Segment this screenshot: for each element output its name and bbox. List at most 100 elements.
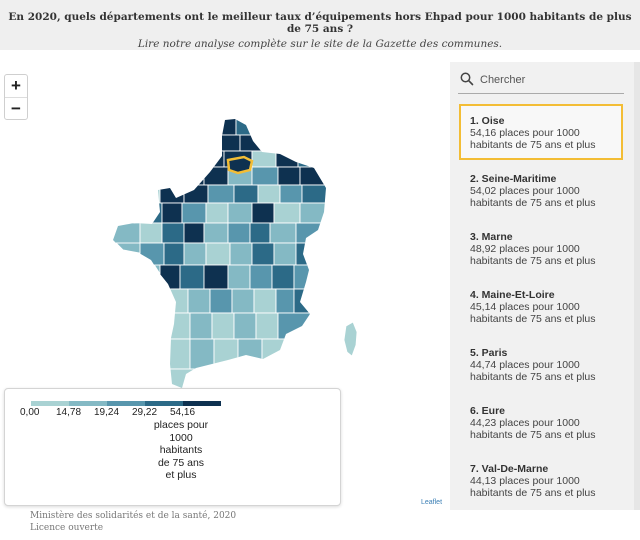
dept-cell[interactable] xyxy=(235,117,257,136)
dept-cell[interactable] xyxy=(179,264,205,290)
ranking-item[interactable]: 4. Maine-Et-Loire 45,14 places pour 1000… xyxy=(459,278,623,334)
ranking-item-value: 45,14 places pour 1000 habitants de 75 a… xyxy=(470,301,596,325)
dept-cell[interactable] xyxy=(159,184,185,204)
dept-cell[interactable] xyxy=(227,202,253,224)
dept-cell[interactable] xyxy=(227,222,251,244)
dept-cell[interactable] xyxy=(275,150,299,168)
dept-cell[interactable] xyxy=(275,288,295,314)
dept-cell[interactable] xyxy=(161,202,183,224)
dept-cell[interactable] xyxy=(251,242,275,266)
dept-cell[interactable] xyxy=(135,184,161,204)
dept-cell[interactable] xyxy=(253,288,277,314)
dept-cell[interactable] xyxy=(279,184,303,204)
dept-cell[interactable] xyxy=(205,242,231,266)
dept-cell[interactable] xyxy=(271,264,295,290)
ranking-item[interactable]: 6. Eure 44,23 places pour 1000 habitants… xyxy=(459,394,623,450)
dept-cell[interactable] xyxy=(295,222,326,244)
dept-cell[interactable] xyxy=(233,312,257,340)
ranking-item-name: 2. Seine-Maritime xyxy=(470,173,557,185)
dept-cell[interactable] xyxy=(165,312,191,340)
dept-cell[interactable] xyxy=(207,184,235,204)
dept-cell[interactable] xyxy=(251,166,279,186)
ranking-item-value: 48,92 places pour 1000 habitants de 75 a… xyxy=(470,243,596,267)
dept-cell[interactable] xyxy=(165,288,189,314)
ranking-item-name: 7. Val-De-Marne xyxy=(470,463,549,475)
zoom-out-button[interactable]: − xyxy=(5,97,27,119)
dept-cell[interactable] xyxy=(183,242,207,266)
dept-cell[interactable] xyxy=(249,264,273,290)
ranking-item-value: 54,02 places pour 1000 habitants de 75 a… xyxy=(470,185,596,209)
dept-cell[interactable] xyxy=(159,264,181,290)
dept-cell[interactable] xyxy=(203,222,229,244)
legend-unit-label: places pour 1000 habitants de 75 ans et … xyxy=(153,419,209,481)
dept-cell[interactable] xyxy=(295,242,326,266)
dept-cell[interactable] xyxy=(293,288,315,314)
ranking-sidebar[interactable]: 1. Oise 54,16 places pour 1000 habitants… xyxy=(450,62,640,510)
dept-cell[interactable] xyxy=(251,150,277,168)
dept-cell[interactable] xyxy=(249,222,271,244)
dept-cell[interactable] xyxy=(219,134,241,152)
dept-cell[interactable] xyxy=(163,242,185,266)
corsica[interactable] xyxy=(343,321,358,357)
search-box[interactable] xyxy=(458,68,624,94)
dept-cell[interactable] xyxy=(297,150,328,168)
dept-cell[interactable] xyxy=(233,184,259,204)
ranking-item[interactable]: 5. Paris 44,74 places pour 1000 habitant… xyxy=(459,336,623,392)
ranking-item-value: 44,74 places pour 1000 habitants de 75 a… xyxy=(470,359,596,383)
dept-cell[interactable] xyxy=(110,222,141,244)
dept-cell[interactable] xyxy=(181,202,207,224)
dept-cell[interactable] xyxy=(137,202,163,224)
license-line: Licence ouverte xyxy=(30,523,104,533)
dept-cell[interactable] xyxy=(239,134,263,152)
dept-cell[interactable] xyxy=(110,184,137,204)
dept-cell[interactable] xyxy=(231,288,255,314)
dept-cell[interactable] xyxy=(277,312,311,340)
dept-cell[interactable] xyxy=(269,222,297,244)
dept-cell[interactable] xyxy=(273,202,301,224)
ranking-list: 1. Oise 54,16 places pour 1000 habitants… xyxy=(459,104,623,510)
search-input[interactable] xyxy=(480,71,620,89)
dept-cell[interactable] xyxy=(161,222,185,244)
page-title: En 2020, quels départements ont le meill… xyxy=(8,11,632,35)
dept-cell[interactable] xyxy=(213,338,239,370)
ranking-item[interactable]: 3. Marne 48,92 places pour 1000 habitant… xyxy=(459,220,623,276)
ranking-item-value: 44,13 places pour 1000 habitants de 75 a… xyxy=(470,475,596,499)
dept-cell[interactable] xyxy=(237,338,263,370)
leaflet-attribution-link[interactable]: Leaflet xyxy=(421,499,443,506)
dept-cell[interactable] xyxy=(183,222,205,244)
dept-cell[interactable] xyxy=(255,312,279,340)
dept-cell[interactable] xyxy=(257,184,281,204)
dept-cell[interactable] xyxy=(209,288,233,314)
ranking-item[interactable]: 7. Val-De-Marne 44,13 places pour 1000 h… xyxy=(459,452,623,508)
france-choropleth-map[interactable] xyxy=(0,62,448,510)
dept-cell[interactable] xyxy=(227,264,251,290)
legend-swatch xyxy=(145,401,183,406)
dept-cell[interactable] xyxy=(203,166,229,186)
dept-cell[interactable] xyxy=(261,338,289,370)
selected-department-highlight[interactable] xyxy=(226,155,254,175)
ranking-item-selected[interactable]: 1. Oise 54,16 places pour 1000 habitants… xyxy=(459,104,623,160)
dept-cell[interactable] xyxy=(205,202,229,224)
dept-cell[interactable] xyxy=(301,184,328,204)
dept-cell[interactable] xyxy=(299,166,328,186)
dept-cell[interactable] xyxy=(277,166,301,186)
dept-cell[interactable] xyxy=(139,222,163,244)
dept-cell[interactable] xyxy=(189,312,213,340)
dept-cell[interactable] xyxy=(211,312,235,340)
map-container[interactable]: + − xyxy=(0,62,448,510)
dept-cell[interactable] xyxy=(159,166,183,186)
dept-cell[interactable] xyxy=(229,242,253,266)
dept-cell[interactable] xyxy=(293,264,315,290)
dept-cell[interactable] xyxy=(251,202,275,224)
ranking-item[interactable]: 2. Seine-Maritime 54,02 places pour 1000… xyxy=(459,162,623,218)
dept-cell[interactable] xyxy=(273,242,297,266)
dept-cell[interactable] xyxy=(203,264,229,290)
dept-cell[interactable] xyxy=(187,288,211,314)
sidebar-scrollbar[interactable] xyxy=(634,62,640,510)
dept-cell[interactable] xyxy=(199,150,225,168)
legend-tick: 14,78 xyxy=(56,407,82,418)
page-subtitle[interactable]: Lire notre analyse complète sur le site … xyxy=(137,38,503,50)
zoom-in-button[interactable]: + xyxy=(11,76,21,95)
ranking-item-name: 5. Paris xyxy=(470,347,508,359)
dept-cell[interactable] xyxy=(110,202,139,224)
